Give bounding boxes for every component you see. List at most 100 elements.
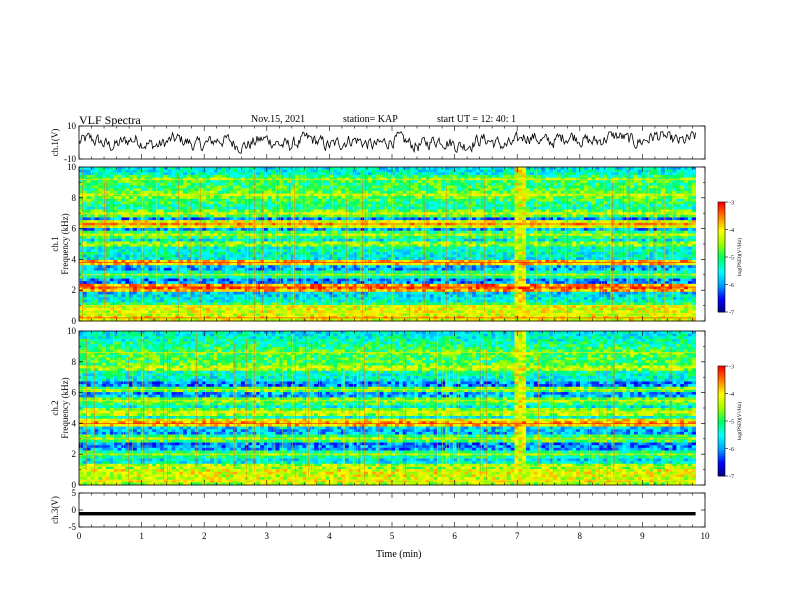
spectrogram-cell	[290, 188, 296, 192]
spectrogram-cell	[391, 214, 396, 218]
spectrogram-cell	[653, 198, 658, 202]
spectrogram-cell	[660, 201, 666, 205]
spectrogram-cell	[190, 214, 196, 218]
spectrogram-cell	[460, 236, 465, 240]
spectrogram-cell	[687, 180, 693, 184]
spectrogram-cell	[129, 180, 134, 184]
spectrogram-cell	[637, 212, 643, 216]
spectrogram-cell	[425, 214, 431, 218]
spectrogram-cell	[132, 241, 138, 245]
spectrogram-cell	[595, 220, 600, 224]
spectrogram-cell	[614, 225, 619, 229]
spectrogram-cell	[256, 182, 261, 186]
spectrogram-cell	[626, 169, 631, 173]
spectrogram-cell	[684, 214, 689, 218]
spectrogram-cell	[333, 220, 338, 224]
spectrogram-cell	[541, 201, 546, 205]
spectrogram-cell	[526, 169, 531, 173]
spectrogram-cell	[491, 206, 496, 210]
spectrogram-cell	[302, 238, 307, 242]
spectrogram-cell	[591, 236, 596, 240]
spectrogram-cell	[452, 204, 458, 208]
spectrogram-cell	[129, 241, 134, 245]
spectrogram-cell	[105, 230, 111, 234]
spectrogram-cell	[279, 212, 284, 216]
spectrogram-cell	[406, 169, 411, 173]
spectrogram-cell	[564, 206, 569, 210]
spectrogram-cell	[418, 217, 423, 221]
spectrogram-cell	[175, 246, 180, 250]
spectrogram-cell	[668, 212, 673, 216]
spectrogram-cell	[645, 190, 650, 194]
spectrogram-cell	[433, 236, 438, 240]
spectrogram-cell	[676, 172, 681, 176]
spectrogram-cell	[275, 180, 280, 184]
spectrogram-cell	[495, 167, 500, 171]
spectrogram-cell	[217, 180, 222, 184]
spectrogram-cell	[452, 201, 458, 205]
spectrogram-cell	[522, 220, 527, 224]
spectrogram-cell	[541, 238, 546, 242]
spectrogram-cell	[626, 220, 631, 224]
spectrogram-cell	[522, 201, 527, 205]
spectrogram-cell	[414, 167, 419, 171]
spectrogram-cell	[610, 238, 616, 242]
spectrogram-cell	[140, 241, 145, 245]
spectrogram-cell	[306, 220, 311, 224]
spectrogram-cell	[425, 198, 431, 202]
spectrogram-cell	[229, 228, 234, 232]
spectrogram-cell	[283, 174, 288, 179]
spectrogram-cell	[356, 172, 361, 176]
spectrogram-cell	[406, 174, 411, 179]
spectrogram-cell	[672, 185, 677, 189]
spectrogram-cell	[105, 246, 111, 250]
spectrogram-cell	[595, 241, 600, 245]
spectrogram-cell	[294, 188, 300, 192]
spectrogram-cell	[687, 228, 693, 232]
spectrogram-cell	[248, 204, 253, 208]
spectrogram-cell	[341, 241, 346, 245]
spectrogram-cell	[152, 230, 157, 234]
spectrogram-cell	[537, 236, 542, 240]
spectrogram-cell	[614, 236, 619, 240]
spectrogram-cell	[202, 196, 207, 200]
spectrogram-cell	[240, 180, 246, 184]
spectrogram-cell	[325, 214, 330, 218]
spectrogram-cell	[314, 230, 319, 234]
spectrogram-cell	[425, 169, 431, 173]
spectrogram-cell	[344, 230, 350, 234]
spectrogram-cell	[687, 172, 693, 176]
spectrogram-cell	[410, 238, 415, 242]
spectrogram-cell	[86, 190, 91, 194]
spectrogram-cell	[518, 180, 523, 184]
spectrogram-cell	[560, 244, 565, 248]
spectrogram-cell	[179, 241, 184, 245]
spectrogram-cell	[156, 228, 161, 232]
spectrogram-cell	[441, 182, 446, 186]
spectrogram-cell	[387, 167, 392, 171]
spectrogram-cell	[352, 196, 357, 200]
spectrogram-cell	[633, 201, 639, 205]
spectrogram-cell	[148, 209, 153, 213]
spectrogram-cell	[102, 172, 107, 176]
spectrogram-cell	[560, 198, 565, 202]
spectrogram-cell	[341, 172, 346, 176]
spectrogram-cell	[633, 188, 639, 192]
spectrogram-cell	[487, 238, 492, 242]
spectrogram-cell	[368, 188, 373, 192]
spectrogram-cell	[533, 182, 538, 186]
spectrogram-cell	[633, 244, 639, 248]
spectrogram-cell	[518, 241, 523, 245]
spectrogram-cell	[82, 230, 88, 234]
spectrogram-cell	[368, 196, 373, 200]
spectrogram-cell	[341, 182, 346, 186]
spectrogram-cell	[630, 182, 635, 186]
spectrogram-cell	[344, 180, 350, 184]
spectrogram-cell	[344, 209, 350, 213]
spectrogram-cell	[379, 182, 384, 186]
spectrogram-cell	[144, 206, 149, 210]
spectrogram-cell	[248, 220, 253, 224]
spectrogram-cell	[325, 241, 330, 245]
spectrogram-cell	[225, 230, 230, 234]
spectrogram-cell	[564, 209, 569, 213]
